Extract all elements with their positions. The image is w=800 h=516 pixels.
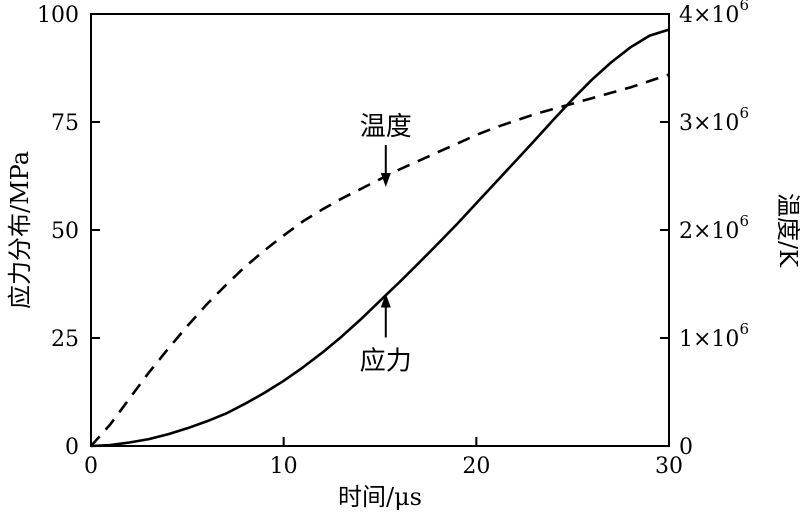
stress-arrow-head [380, 293, 391, 308]
y2-tick-label: 1×106 [679, 320, 749, 352]
y2-tick-exponent: 6 [739, 212, 749, 230]
y2-tick-mantissa: 2×10 [679, 219, 739, 244]
y-tick-label: 0 [65, 435, 79, 460]
x-tick-label: 30 [655, 454, 683, 479]
y2-tick-mantissa: 1×10 [679, 327, 739, 352]
x-tick-label: 0 [84, 454, 98, 479]
y-axis-title: 应力分布/MPa [6, 151, 34, 309]
y2-axis-title: 温度/K [774, 193, 800, 268]
stress-annotation-label: 应力 [360, 346, 412, 376]
y2-tick-mantissa: 4×10 [679, 3, 739, 28]
ticks-group [90, 13, 670, 447]
y2-tick-exponent: 6 [739, 0, 749, 14]
temperature-series-line [90, 73, 670, 447]
y-tick-label: 75 [51, 111, 79, 136]
y-tick-label: 25 [51, 327, 79, 352]
y2-tick-label: 0 [679, 435, 693, 460]
x-tick-label: 20 [462, 454, 490, 479]
y2-tick-label: 2×106 [679, 212, 749, 244]
x-axis-title: 时间/μs [338, 483, 422, 511]
y-tick-label: 50 [51, 219, 79, 244]
y2-tick-mantissa: 0 [679, 435, 693, 460]
y2-tick-mantissa: 3×10 [679, 111, 739, 136]
y2-tick-label: 4×106 [679, 0, 749, 28]
plot-frame [90, 13, 670, 447]
temperature-arrow-head [380, 173, 391, 188]
y-tick-label: 100 [37, 3, 79, 28]
stress-series-line [90, 28, 670, 448]
y2-tick-exponent: 6 [739, 320, 749, 338]
series-group [90, 28, 670, 448]
temperature-annotation-label: 温度 [360, 112, 412, 142]
y2-tick-label: 3×106 [679, 104, 749, 136]
x-tick-label: 10 [270, 454, 298, 479]
y2-tick-exponent: 6 [739, 104, 749, 122]
